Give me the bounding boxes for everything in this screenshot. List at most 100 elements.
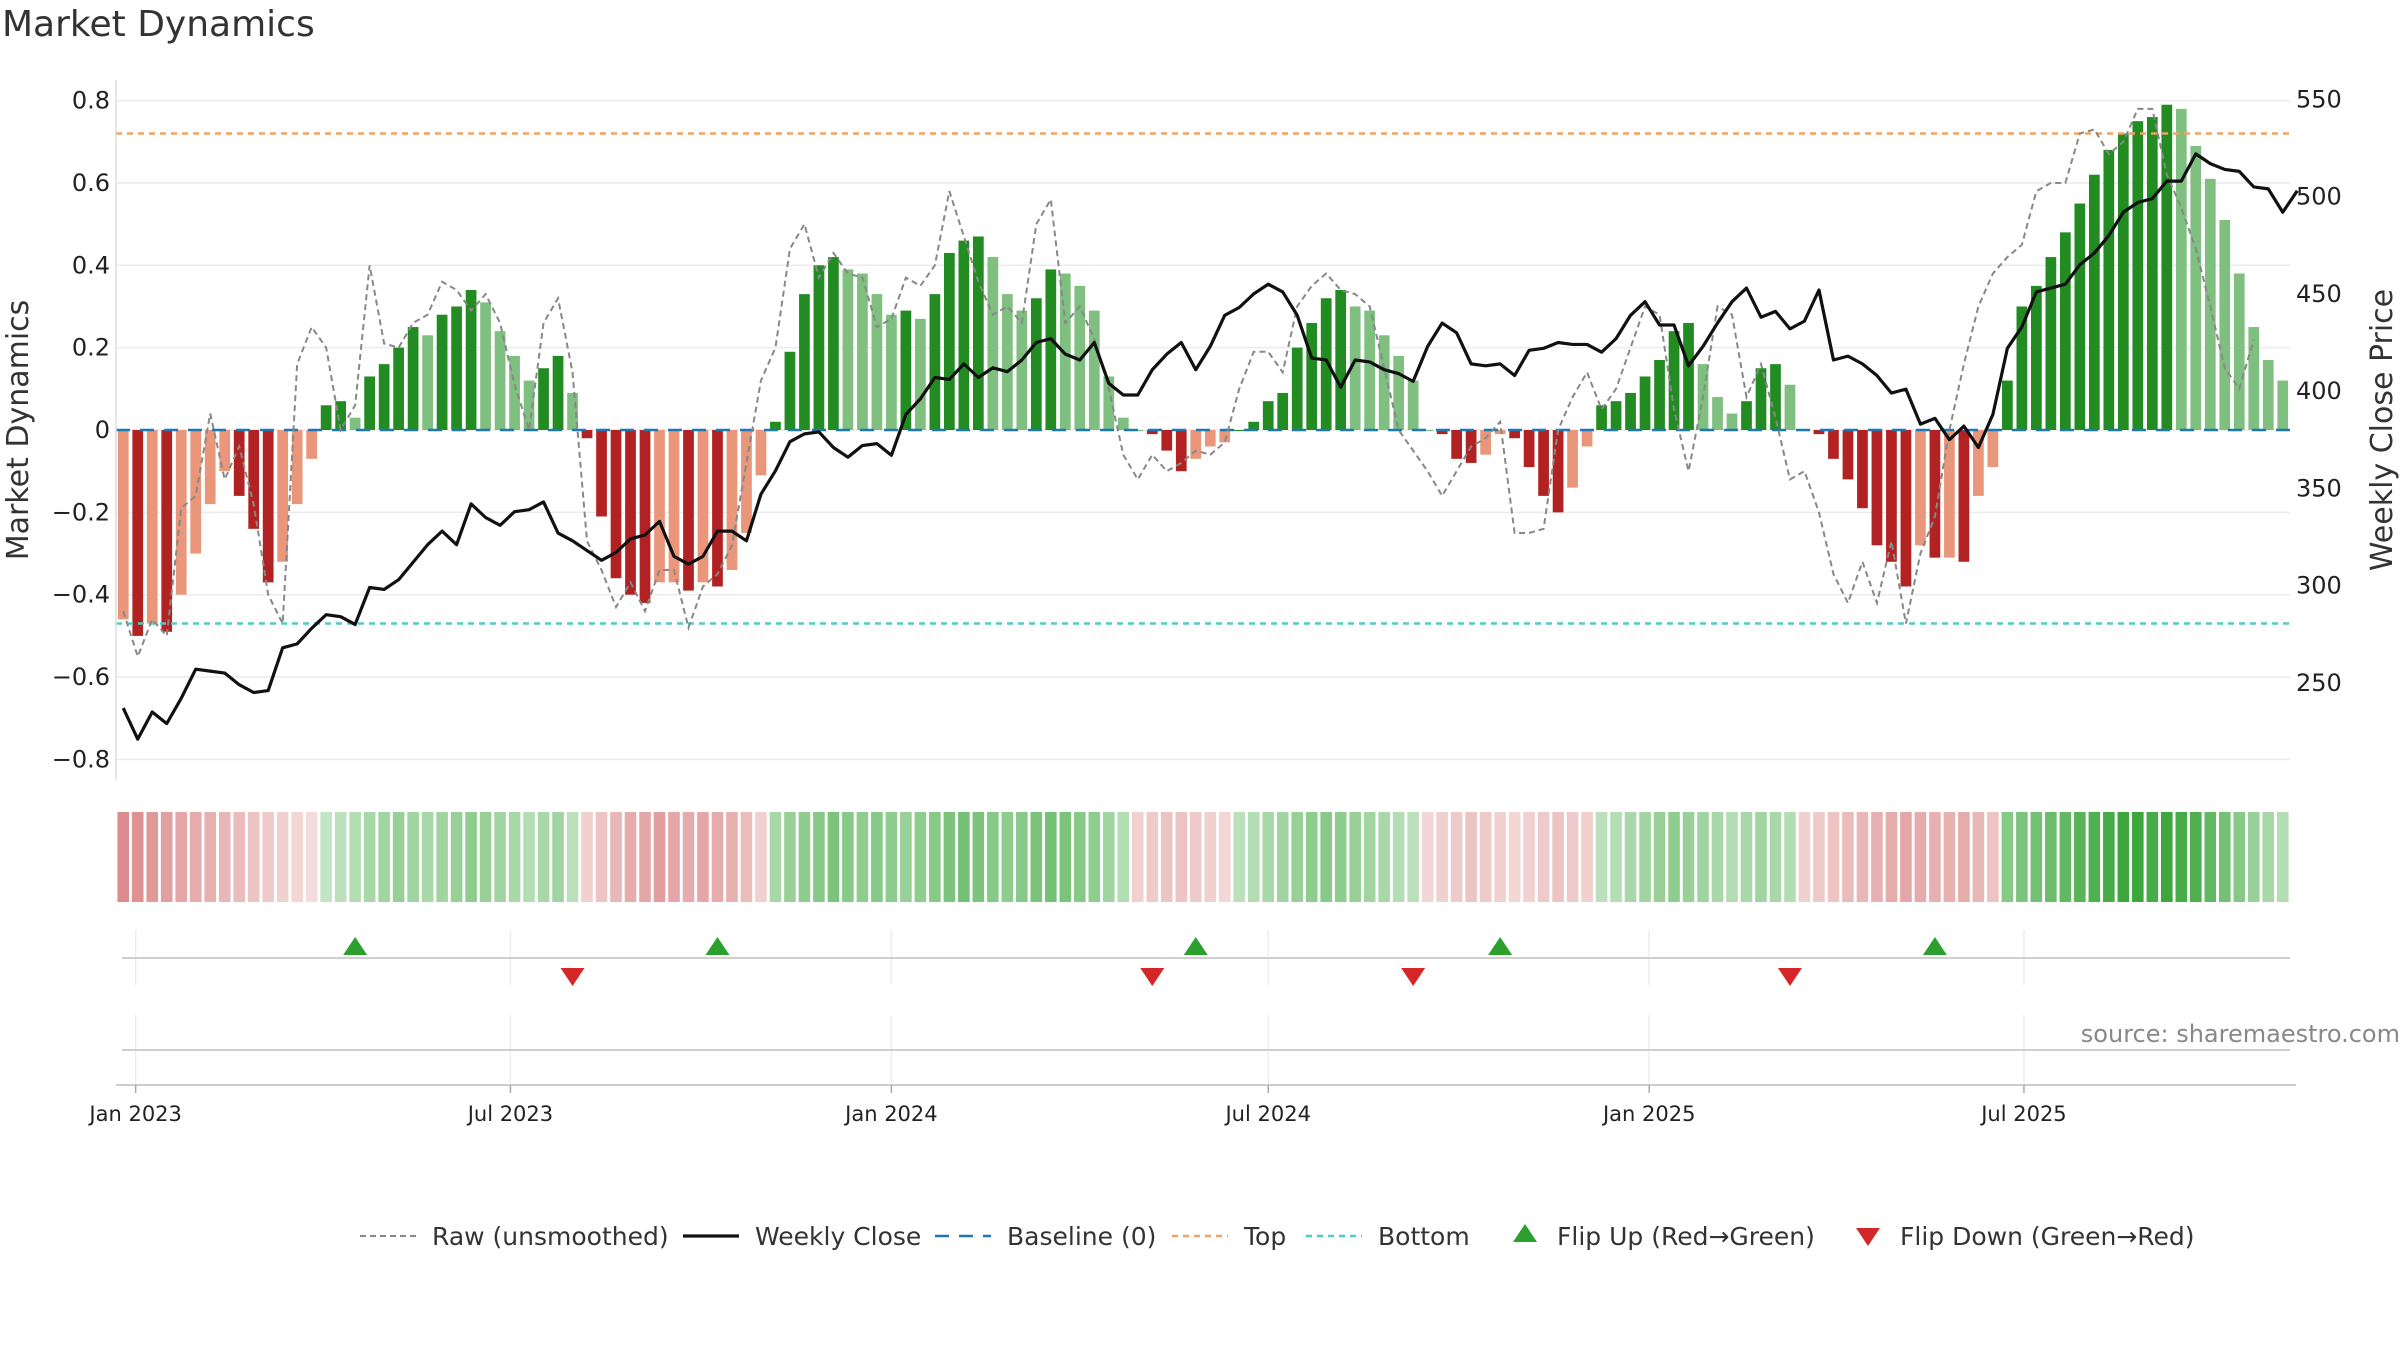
dynamics-bar [1335, 290, 1347, 430]
regime-cell [624, 812, 637, 902]
regime-cell [1726, 812, 1738, 902]
dynamics-bar [132, 430, 144, 636]
dynamics-bar [1117, 417, 1129, 430]
dynamics-bar [828, 257, 839, 430]
dynamics-bar [1291, 347, 1303, 430]
flip-up-marker [1922, 937, 1947, 955]
dynamics-bar [233, 430, 245, 496]
regime-cell [1074, 812, 1086, 902]
regime-cell [2088, 812, 2101, 902]
source-label: source: sharemaestro.com [2080, 1020, 2400, 1048]
dynamics-bar [1596, 405, 1607, 430]
dynamics-bar [1712, 397, 1723, 430]
dynamics-bar [2031, 285, 2042, 430]
legend-label: Bottom [1378, 1222, 1470, 1251]
flip-up-marker [705, 937, 730, 955]
dynamics-bar [1973, 430, 1984, 496]
regime-cell [2059, 812, 2072, 902]
y2-tick-label: 250 [2296, 669, 2342, 697]
dynamics-bar [915, 318, 926, 430]
regime-cell [1102, 812, 1115, 902]
regime-cell [1363, 812, 1376, 902]
dynamics-bar [2146, 117, 2158, 430]
dynamics-bar [625, 430, 636, 595]
dynamics-bar [1784, 384, 1796, 430]
regime-cell [465, 812, 477, 902]
x-tick-label: Jul 2023 [466, 1102, 553, 1126]
regime-cell [1494, 812, 1506, 902]
regime-cell [334, 812, 347, 902]
regime-cell [218, 812, 231, 902]
dynamics-bar [813, 265, 825, 430]
regime-cell [1624, 812, 1637, 902]
dynamics-bar [335, 401, 347, 430]
regime-cell [1407, 812, 1419, 902]
regime-cell [581, 812, 593, 902]
x-tick-label: Jul 2025 [1979, 1102, 2066, 1126]
dynamics-bar [1625, 392, 1636, 430]
regime-cell [1349, 812, 1361, 902]
y-tick-label: 0.6 [72, 169, 110, 197]
dynamics-bar [161, 430, 173, 632]
dynamics-bar [422, 335, 433, 430]
regime-cell [929, 812, 941, 902]
regime-cell [1552, 812, 1564, 902]
dynamics-bar [1509, 430, 1520, 439]
dynamics-bar [523, 380, 535, 430]
dynamics-bar [1828, 430, 1839, 459]
dynamics-bar [494, 331, 506, 430]
regime-cell [1856, 812, 1869, 902]
dynamics-bar [944, 252, 955, 430]
regime-cell [131, 812, 144, 902]
flip-up-marker [343, 937, 368, 955]
regime-cell [320, 812, 332, 902]
dynamics-bar [320, 405, 332, 430]
regime-cell [1871, 812, 1883, 902]
regime-cell [595, 812, 608, 902]
dynamics-bar [1045, 269, 1057, 430]
dynamics-bar [987, 257, 999, 430]
dynamics-bar [1581, 430, 1593, 447]
dynamics-bar [2132, 121, 2144, 431]
y2-tick-label: 450 [2296, 280, 2342, 308]
dynamics-bar [1494, 430, 1506, 435]
dynamics-bar [1552, 430, 1564, 513]
regime-cell [682, 812, 695, 902]
dynamics-bar [262, 430, 274, 583]
regime-cell [1276, 812, 1289, 902]
regime-cell [436, 812, 448, 902]
regime-cell [2262, 812, 2275, 902]
regime-cell [1697, 812, 1709, 902]
dynamics-bar [1523, 430, 1535, 468]
regime-cell [494, 812, 506, 902]
dynamics-bar [1755, 368, 1767, 430]
regime-cell [2247, 812, 2260, 902]
reference-lines [116, 132, 2290, 625]
dynamics-bar [2262, 360, 2274, 430]
dynamics-bar [451, 306, 462, 430]
regime-cell [1204, 812, 1217, 902]
dynamics-bar [538, 368, 549, 430]
dynamics-bar [2016, 306, 2028, 430]
regime-cell [1798, 812, 1811, 902]
regime-cell [1189, 812, 1202, 902]
regime-cell [1247, 812, 1260, 902]
y-axis-label: Market Dynamics [1, 300, 36, 561]
regime-cell [798, 812, 811, 902]
regime-cell [2189, 812, 2202, 902]
dynamics-bar [1567, 430, 1578, 488]
flip-up-marker [1488, 937, 1513, 955]
y2-tick-label: 400 [2296, 377, 2342, 405]
legend-label: Weekly Close [755, 1222, 921, 1251]
regime-cell [421, 812, 434, 902]
regime-cell [523, 812, 535, 902]
dynamics-bar [1741, 401, 1752, 430]
dynamics-bar [2204, 178, 2216, 430]
regime-cell [247, 812, 260, 902]
dynamics-bar [842, 269, 854, 430]
regime-cell [2132, 812, 2144, 902]
regime-cell [972, 812, 985, 902]
flip-up-marker [1183, 937, 1208, 955]
regime-cell [1581, 812, 1593, 902]
regime-cell [450, 812, 463, 902]
